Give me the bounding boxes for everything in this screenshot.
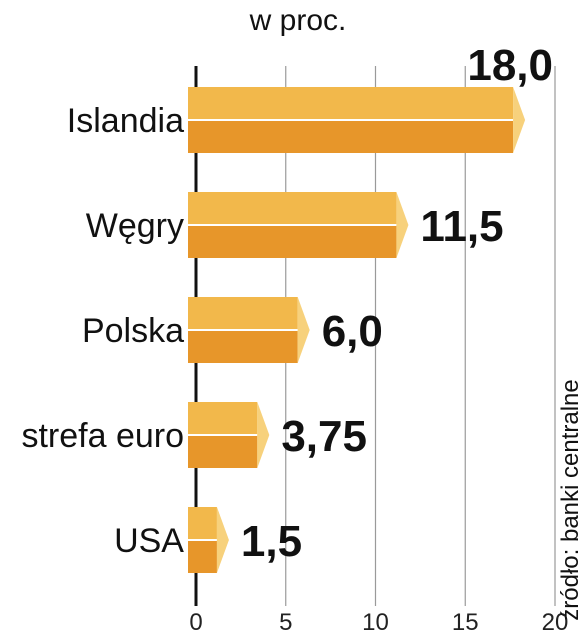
bar-bottom-face: [188, 120, 514, 153]
bar-bottom-face: [188, 435, 258, 468]
source-label: źródło: banki centralne: [557, 379, 584, 620]
x-axis-ticks: 0 5 10 15 20: [189, 609, 568, 636]
bar-Polska: Polska 6,0: [82, 297, 383, 363]
bars: Islandia 18,0 Węgry 11,5 Polska 6,0 strefa eur…: [21, 41, 553, 573]
bar-bottom-face: [188, 540, 217, 573]
bar-top-face: [188, 402, 258, 435]
bar-bottom-face: [188, 330, 298, 363]
bar-USA: USA 1,5: [114, 507, 302, 573]
category-label: USA: [114, 522, 184, 560]
x-tick-label: 15: [452, 609, 479, 636]
category-label: strefa euro: [21, 417, 184, 455]
x-tick-label: 10: [362, 609, 389, 636]
value-label: 18,0: [467, 41, 553, 90]
bar-top-face: [188, 87, 514, 120]
bar-top-face: [188, 192, 397, 225]
bar-cap: [396, 192, 409, 258]
bar-strefa euro: strefa euro 3,75: [21, 402, 367, 468]
value-label: 11,5: [420, 202, 503, 251]
bar-cap: [513, 87, 526, 153]
unit-label: w proc.: [249, 4, 347, 37]
category-label: Polska: [82, 312, 184, 350]
x-tick-label: 20: [542, 609, 569, 636]
x-tick-label: 0: [189, 609, 202, 636]
value-label: 1,5: [241, 517, 302, 566]
bar-bottom-face: [188, 225, 397, 258]
category-label: Islandia: [67, 102, 184, 140]
bar-Islandia: Islandia 18,0: [67, 41, 553, 153]
value-label: 3,75: [281, 412, 367, 461]
bar-top-face: [188, 297, 298, 330]
category-label: Węgry: [86, 207, 184, 245]
bar-Węgry: Węgry 11,5: [86, 192, 504, 258]
x-tick-label: 5: [279, 609, 292, 636]
bar-cap: [257, 402, 270, 468]
bar-cap: [216, 507, 229, 573]
bar-cap: [297, 297, 310, 363]
value-label: 6,0: [322, 307, 383, 356]
bar-top-face: [188, 507, 217, 540]
